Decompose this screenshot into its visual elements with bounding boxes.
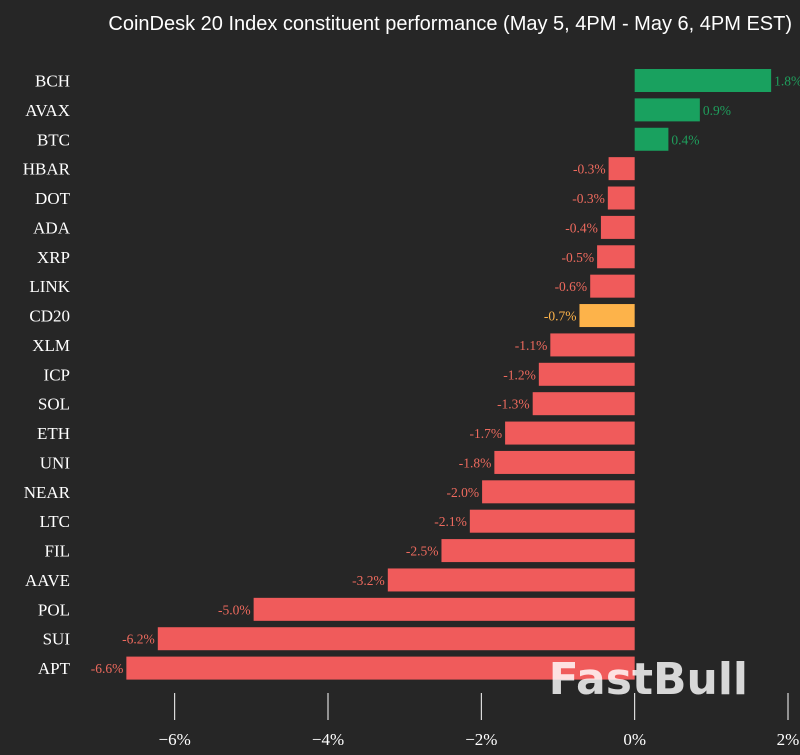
- value-label-xrp: -0.5%: [561, 250, 594, 265]
- value-label-hbar: -0.3%: [573, 162, 606, 177]
- x-tick-label-0: −6%: [159, 730, 191, 749]
- value-label-eth: -1.7%: [469, 426, 502, 441]
- value-label-uni: -1.8%: [459, 455, 492, 470]
- category-label-uni: UNI: [40, 453, 71, 472]
- x-tick-label-3: 0%: [623, 730, 646, 749]
- bar-ltc: [469, 509, 635, 533]
- bar-dot: [607, 186, 635, 210]
- category-label-bch: BCH: [35, 72, 70, 91]
- category-label-hbar: HBAR: [23, 160, 71, 179]
- category-label-xlm: XLM: [32, 336, 70, 355]
- bar-fil: [441, 539, 635, 563]
- value-label-sui: -6.2%: [122, 632, 155, 647]
- value-label-fil: -2.5%: [406, 544, 439, 559]
- category-label-ada: ADA: [33, 218, 71, 237]
- category-label-xrp: XRP: [37, 248, 70, 267]
- value-label-pol: -5.0%: [218, 602, 251, 617]
- category-label-near: NEAR: [24, 483, 71, 502]
- category-label-sol: SOL: [38, 395, 70, 414]
- x-tick-label-1: −4%: [312, 730, 344, 749]
- category-label-dot: DOT: [35, 189, 71, 208]
- bar-hbar: [608, 157, 635, 181]
- x-tick-label-4: 2%: [777, 730, 800, 749]
- category-label-aave: AAVE: [25, 571, 70, 590]
- value-label-xlm: -1.1%: [515, 338, 548, 353]
- x-tick-label-2: −2%: [465, 730, 497, 749]
- category-label-btc: BTC: [37, 130, 70, 149]
- value-label-ada: -0.4%: [565, 220, 598, 235]
- bar-xrp: [597, 245, 635, 269]
- chart-title: CoinDesk 20 Index constituent performanc…: [108, 13, 792, 35]
- bar-bch: [634, 69, 772, 92]
- category-label-cd20: CD20: [29, 307, 70, 326]
- value-label-near: -2.0%: [446, 485, 479, 500]
- bar-near: [482, 480, 635, 504]
- category-label-ltc: LTC: [39, 512, 70, 531]
- value-label-sol: -1.3%: [497, 397, 530, 412]
- bar-avax: [634, 98, 700, 122]
- category-label-sui: SUI: [43, 630, 71, 649]
- bar-sol: [532, 392, 635, 416]
- bar-aave: [387, 568, 635, 592]
- bar-ada: [600, 215, 635, 239]
- category-label-avax: AVAX: [25, 101, 70, 120]
- value-label-cd20: -0.7%: [544, 309, 577, 324]
- category-label-pol: POL: [38, 600, 70, 619]
- bar-link: [590, 274, 635, 298]
- category-label-icp: ICP: [44, 365, 70, 384]
- category-label-fil: FIL: [45, 542, 71, 561]
- value-label-link: -0.6%: [555, 279, 588, 294]
- bar-uni: [494, 450, 635, 474]
- value-label-aave: -3.2%: [352, 573, 385, 588]
- value-label-ltc: -2.1%: [434, 514, 467, 529]
- bar-icp: [538, 362, 635, 386]
- bars-group: [126, 69, 772, 680]
- bar-pol: [253, 597, 635, 621]
- x-axis: −6% −4% −2% 0% 2%: [159, 693, 800, 749]
- bar-xlm: [550, 333, 635, 357]
- bar-btc: [634, 127, 669, 151]
- bar-cd20: [579, 304, 635, 328]
- value-label-bch: 1.8%: [774, 74, 800, 89]
- value-label-apt: -6.6%: [91, 661, 124, 676]
- category-label-link: LINK: [29, 277, 70, 296]
- category-label-eth: ETH: [37, 424, 70, 443]
- value-label-dot: -0.3%: [572, 191, 605, 206]
- bar-apt: [126, 656, 635, 680]
- fastbull-watermark: FastBull: [549, 654, 748, 705]
- value-label-btc: 0.4%: [671, 132, 699, 147]
- value-label-icp: -1.2%: [503, 367, 536, 382]
- value-label-avax: 0.9%: [703, 103, 731, 118]
- category-labels: BCH AVAX BTC HBAR DOT ADA XRP LINK CD20 XLM ICP SOL…: [23, 72, 71, 679]
- bar-eth: [505, 421, 635, 445]
- value-labels: 1.8% 0.9% 0.4% -0.3% -0.3% -0.4% -0.5% -0.6% -0.…: [91, 74, 800, 677]
- category-label-apt: APT: [38, 659, 71, 678]
- bar-sui: [157, 627, 635, 651]
